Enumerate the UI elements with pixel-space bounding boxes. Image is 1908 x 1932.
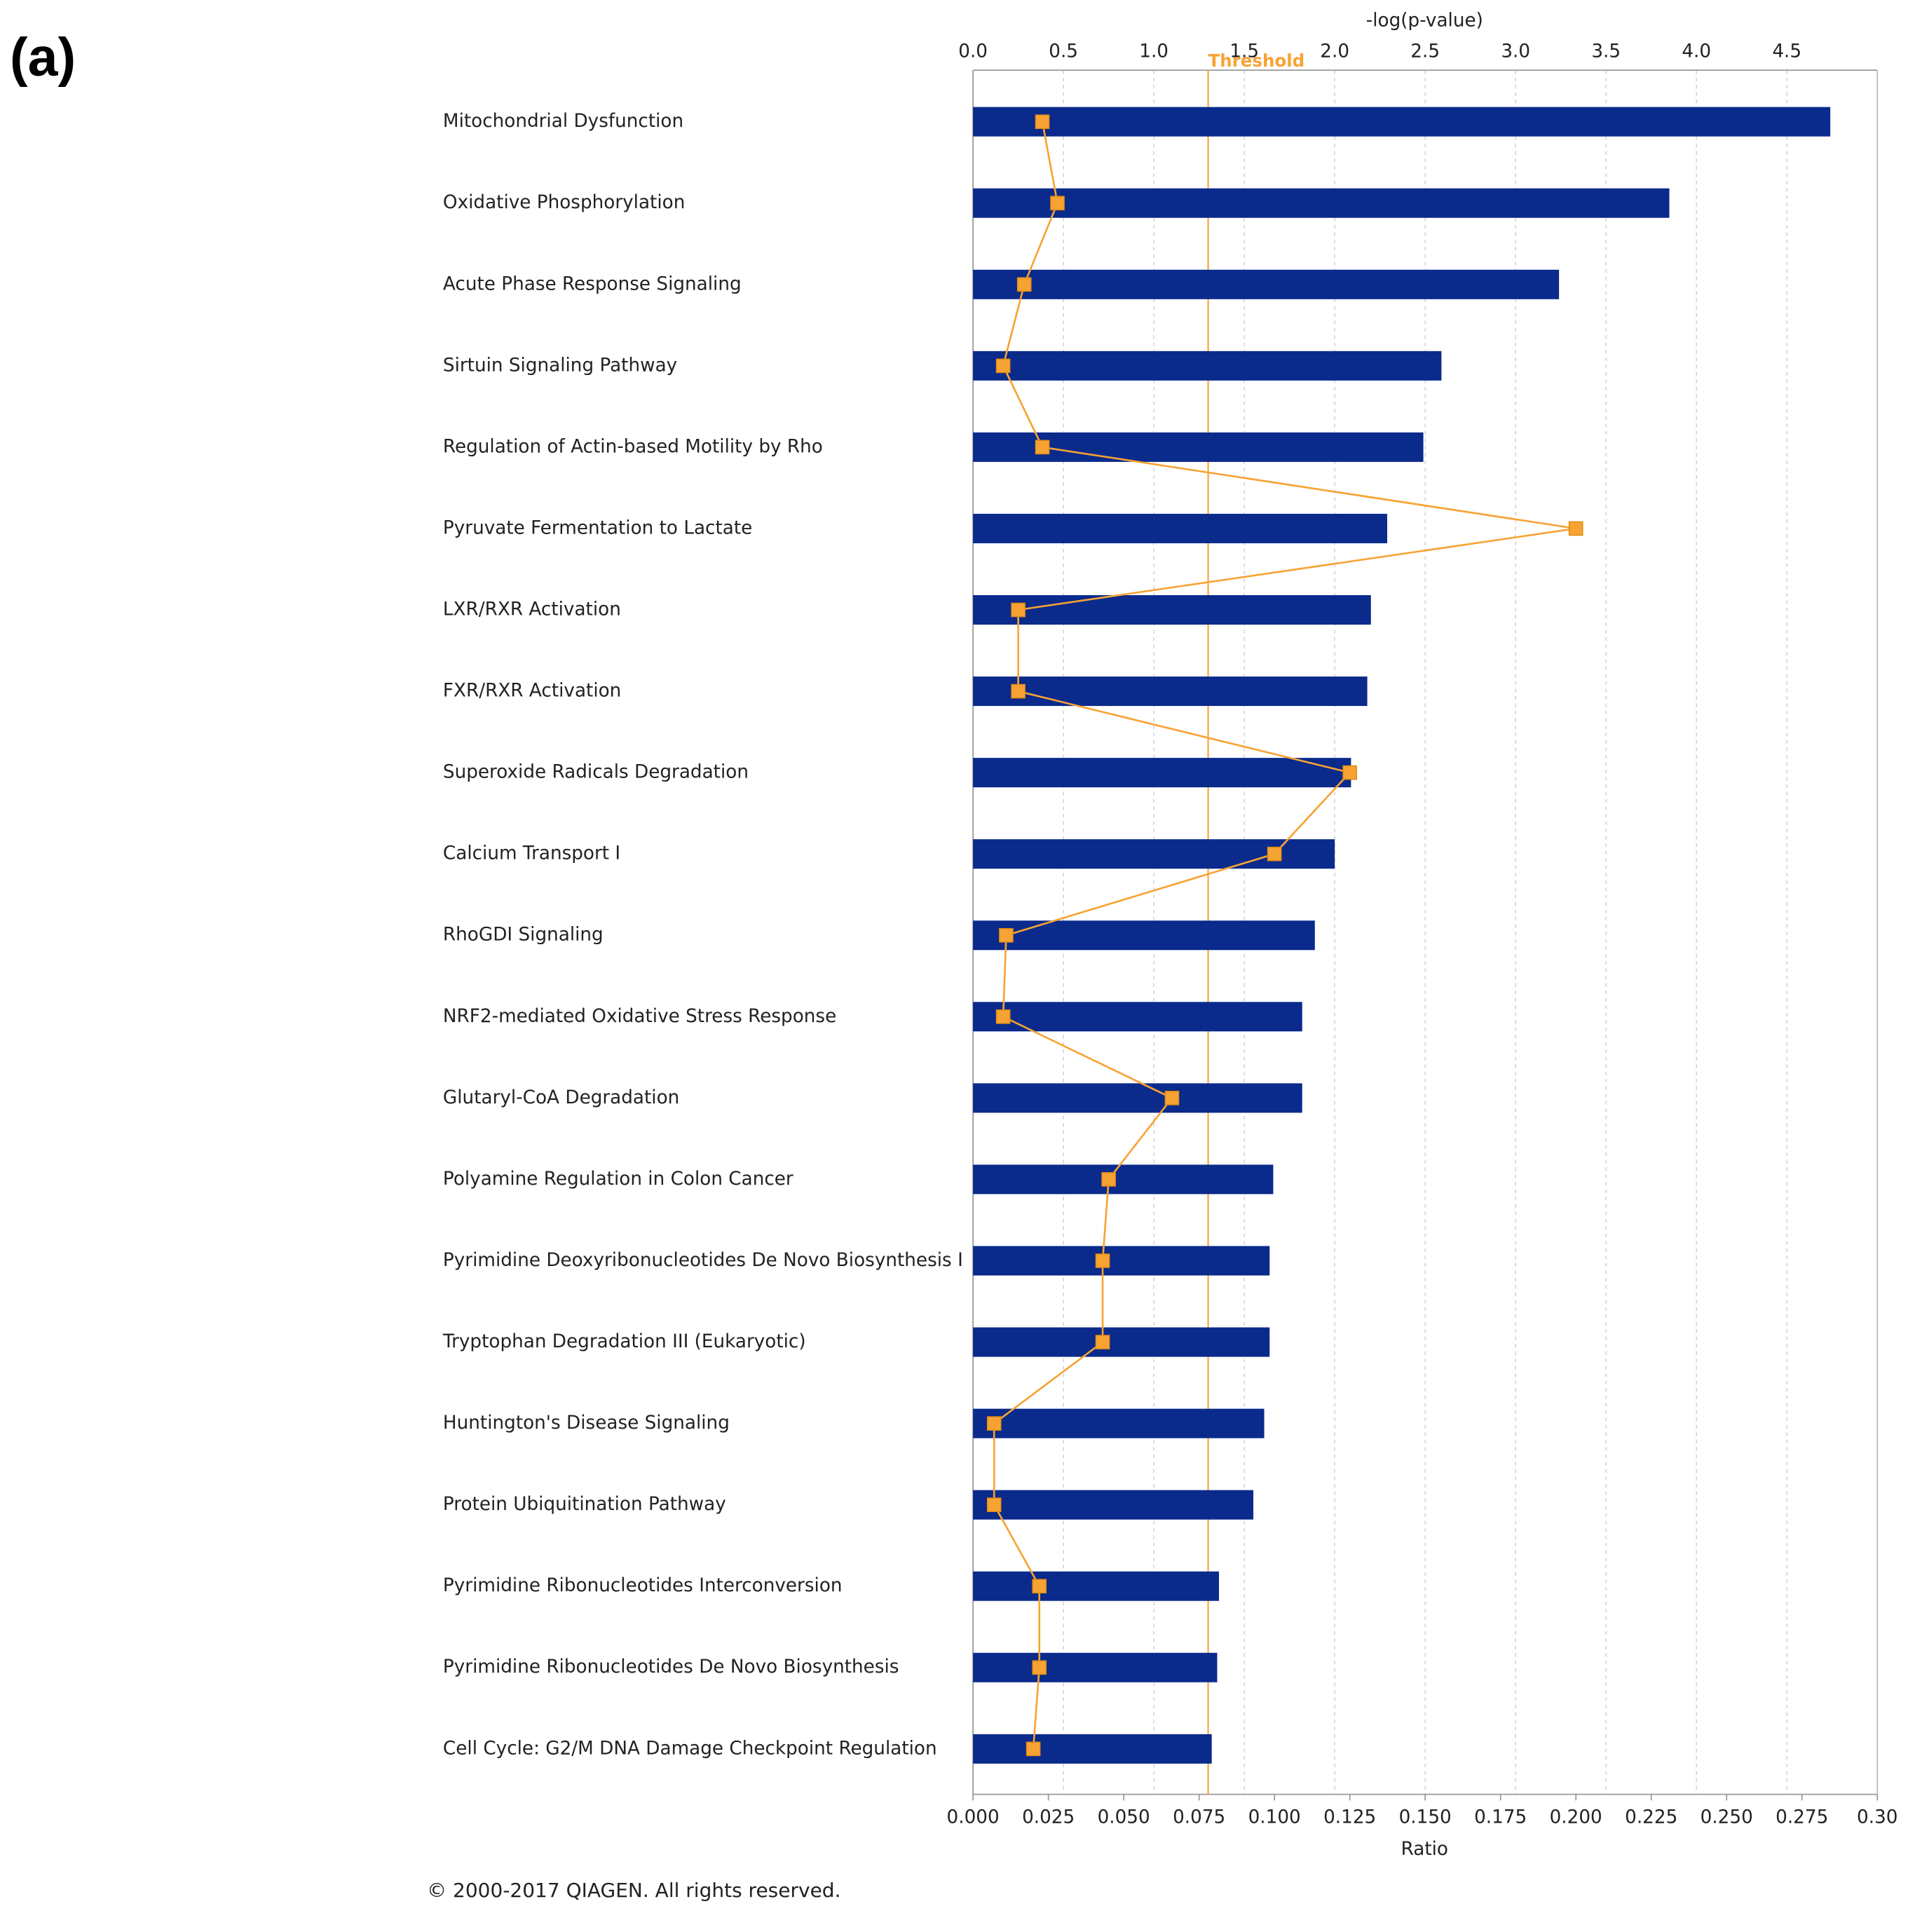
ratio-marker — [986, 1416, 1002, 1431]
bar — [973, 758, 1351, 788]
category-label: FXR/RXR Activation — [443, 681, 621, 702]
x2-tick-label: 0.075 — [1173, 1807, 1225, 1828]
bar — [973, 1164, 1274, 1195]
bar — [973, 1002, 1302, 1032]
category-label: LXR/RXR Activation — [443, 599, 621, 620]
category-label: Regulation of Actin-based Motility by Rh… — [443, 436, 823, 457]
ratio-marker — [1267, 846, 1282, 862]
ratio-marker — [1095, 1335, 1110, 1349]
bar — [973, 595, 1371, 625]
ratio-marker — [1101, 1172, 1116, 1187]
category-label: Oxidative Phosphorylation — [443, 192, 685, 213]
ratio-marker — [1032, 1660, 1047, 1675]
x2-tick-label: 0.200 — [1550, 1807, 1602, 1828]
x-tick-label: 0.5 — [1049, 41, 1078, 62]
x2-tick-label: 0.275 — [1776, 1807, 1828, 1828]
category-label: Superoxide Radicals Degradation — [443, 762, 749, 783]
ratio-marker — [1050, 196, 1065, 211]
ratio-marker — [1032, 1579, 1047, 1594]
ratio-marker — [1164, 1091, 1180, 1106]
bar — [973, 1490, 1254, 1520]
ratio-marker — [1035, 440, 1050, 455]
bar — [973, 188, 1670, 218]
x-tick-label: 2.0 — [1320, 41, 1349, 62]
bar — [973, 513, 1388, 543]
x-tick-label: 2.5 — [1410, 41, 1440, 62]
x-tick-label: 3.5 — [1591, 41, 1621, 62]
bar — [973, 351, 1442, 381]
ratio-marker — [1011, 683, 1025, 699]
x2-tick-label: 0.30 — [1857, 1807, 1897, 1828]
bar — [973, 269, 1560, 299]
category-label: Acute Phase Response Signaling — [443, 273, 742, 294]
ratio-marker — [986, 1497, 1002, 1512]
ratio-marker — [1011, 602, 1025, 618]
ratio-marker — [999, 927, 1014, 943]
ratio-marker — [1568, 521, 1583, 536]
category-label: Glutaryl-CoA Degradation — [443, 1087, 679, 1108]
x-tick-label: 4.5 — [1772, 41, 1801, 62]
category-label: Huntington's Disease Signaling — [443, 1413, 730, 1434]
ratio-marker — [1342, 765, 1358, 780]
x-axis-title: -log(p-value) — [1366, 11, 1483, 32]
x-tick-label: 1.0 — [1139, 41, 1168, 62]
bar — [973, 920, 1315, 951]
ratio-marker — [995, 1009, 1011, 1024]
x2-tick-label: 0.050 — [1098, 1807, 1150, 1828]
bar — [973, 1083, 1302, 1113]
x2-tick-label: 0.175 — [1474, 1807, 1527, 1828]
copyright: © 2000-2017 QIAGEN. All rights reserved. — [427, 1879, 840, 1902]
x2-tick-label: 0.100 — [1248, 1807, 1301, 1828]
category-label: Cell Cycle: G2/M DNA Damage Checkpoint R… — [443, 1738, 937, 1759]
ratio-marker — [995, 358, 1011, 374]
threshold-label: Threshold — [1208, 50, 1305, 71]
category-label: Pyruvate Fermentation to Lactate — [443, 517, 752, 538]
x2-tick-label: 0.150 — [1399, 1807, 1452, 1828]
category-label: Sirtuin Signaling Pathway — [443, 355, 677, 376]
bar — [973, 1571, 1220, 1601]
bar — [973, 1408, 1265, 1438]
x-tick-label: 1.5 — [1229, 41, 1259, 62]
x2-tick-label: 0.225 — [1625, 1807, 1677, 1828]
x-tick-label: 3.0 — [1501, 41, 1530, 62]
category-label: Pyrimidine Ribonucleotides Interconversi… — [443, 1575, 843, 1596]
category-label: Protein Ubiquitination Pathway — [443, 1494, 726, 1515]
category-label: RhoGDI Signaling — [443, 925, 604, 946]
x2-tick-label: 0.250 — [1701, 1807, 1753, 1828]
x2-tick-label: 0.025 — [1022, 1807, 1075, 1828]
category-label: Mitochondrial Dysfunction — [443, 111, 683, 132]
category-label: Polyamine Regulation in Colon Cancer — [443, 1169, 793, 1190]
ratio-marker — [1025, 1741, 1041, 1757]
ratio-marker — [1035, 114, 1050, 129]
x2-axis-title: Ratio — [1401, 1839, 1448, 1860]
bar — [973, 1327, 1270, 1357]
bar — [973, 1652, 1218, 1682]
x2-tick-label: 0.000 — [947, 1807, 1000, 1828]
category-label: Tryptophan Degradation III (Eukaryotic) — [442, 1331, 806, 1352]
category-label: Pyrimidine Ribonucleotides De Novo Biosy… — [443, 1657, 899, 1678]
bar — [973, 1734, 1212, 1764]
bar — [973, 1246, 1270, 1276]
ratio-marker — [1016, 277, 1032, 292]
panel-label: (a) — [10, 27, 76, 88]
x2-tick-label: 0.125 — [1323, 1807, 1376, 1828]
category-label: Calcium Transport I — [443, 843, 620, 864]
bar — [973, 676, 1368, 707]
ratio-marker — [1095, 1253, 1110, 1268]
x-tick-label: 0.0 — [958, 41, 988, 62]
category-label: NRF2-mediated Oxidative Stress Response — [443, 1006, 836, 1027]
x-tick-label: 4.0 — [1682, 41, 1711, 62]
bar — [973, 107, 1831, 137]
category-label: Pyrimidine Deoxyribonucleotides De Novo … — [443, 1250, 963, 1271]
